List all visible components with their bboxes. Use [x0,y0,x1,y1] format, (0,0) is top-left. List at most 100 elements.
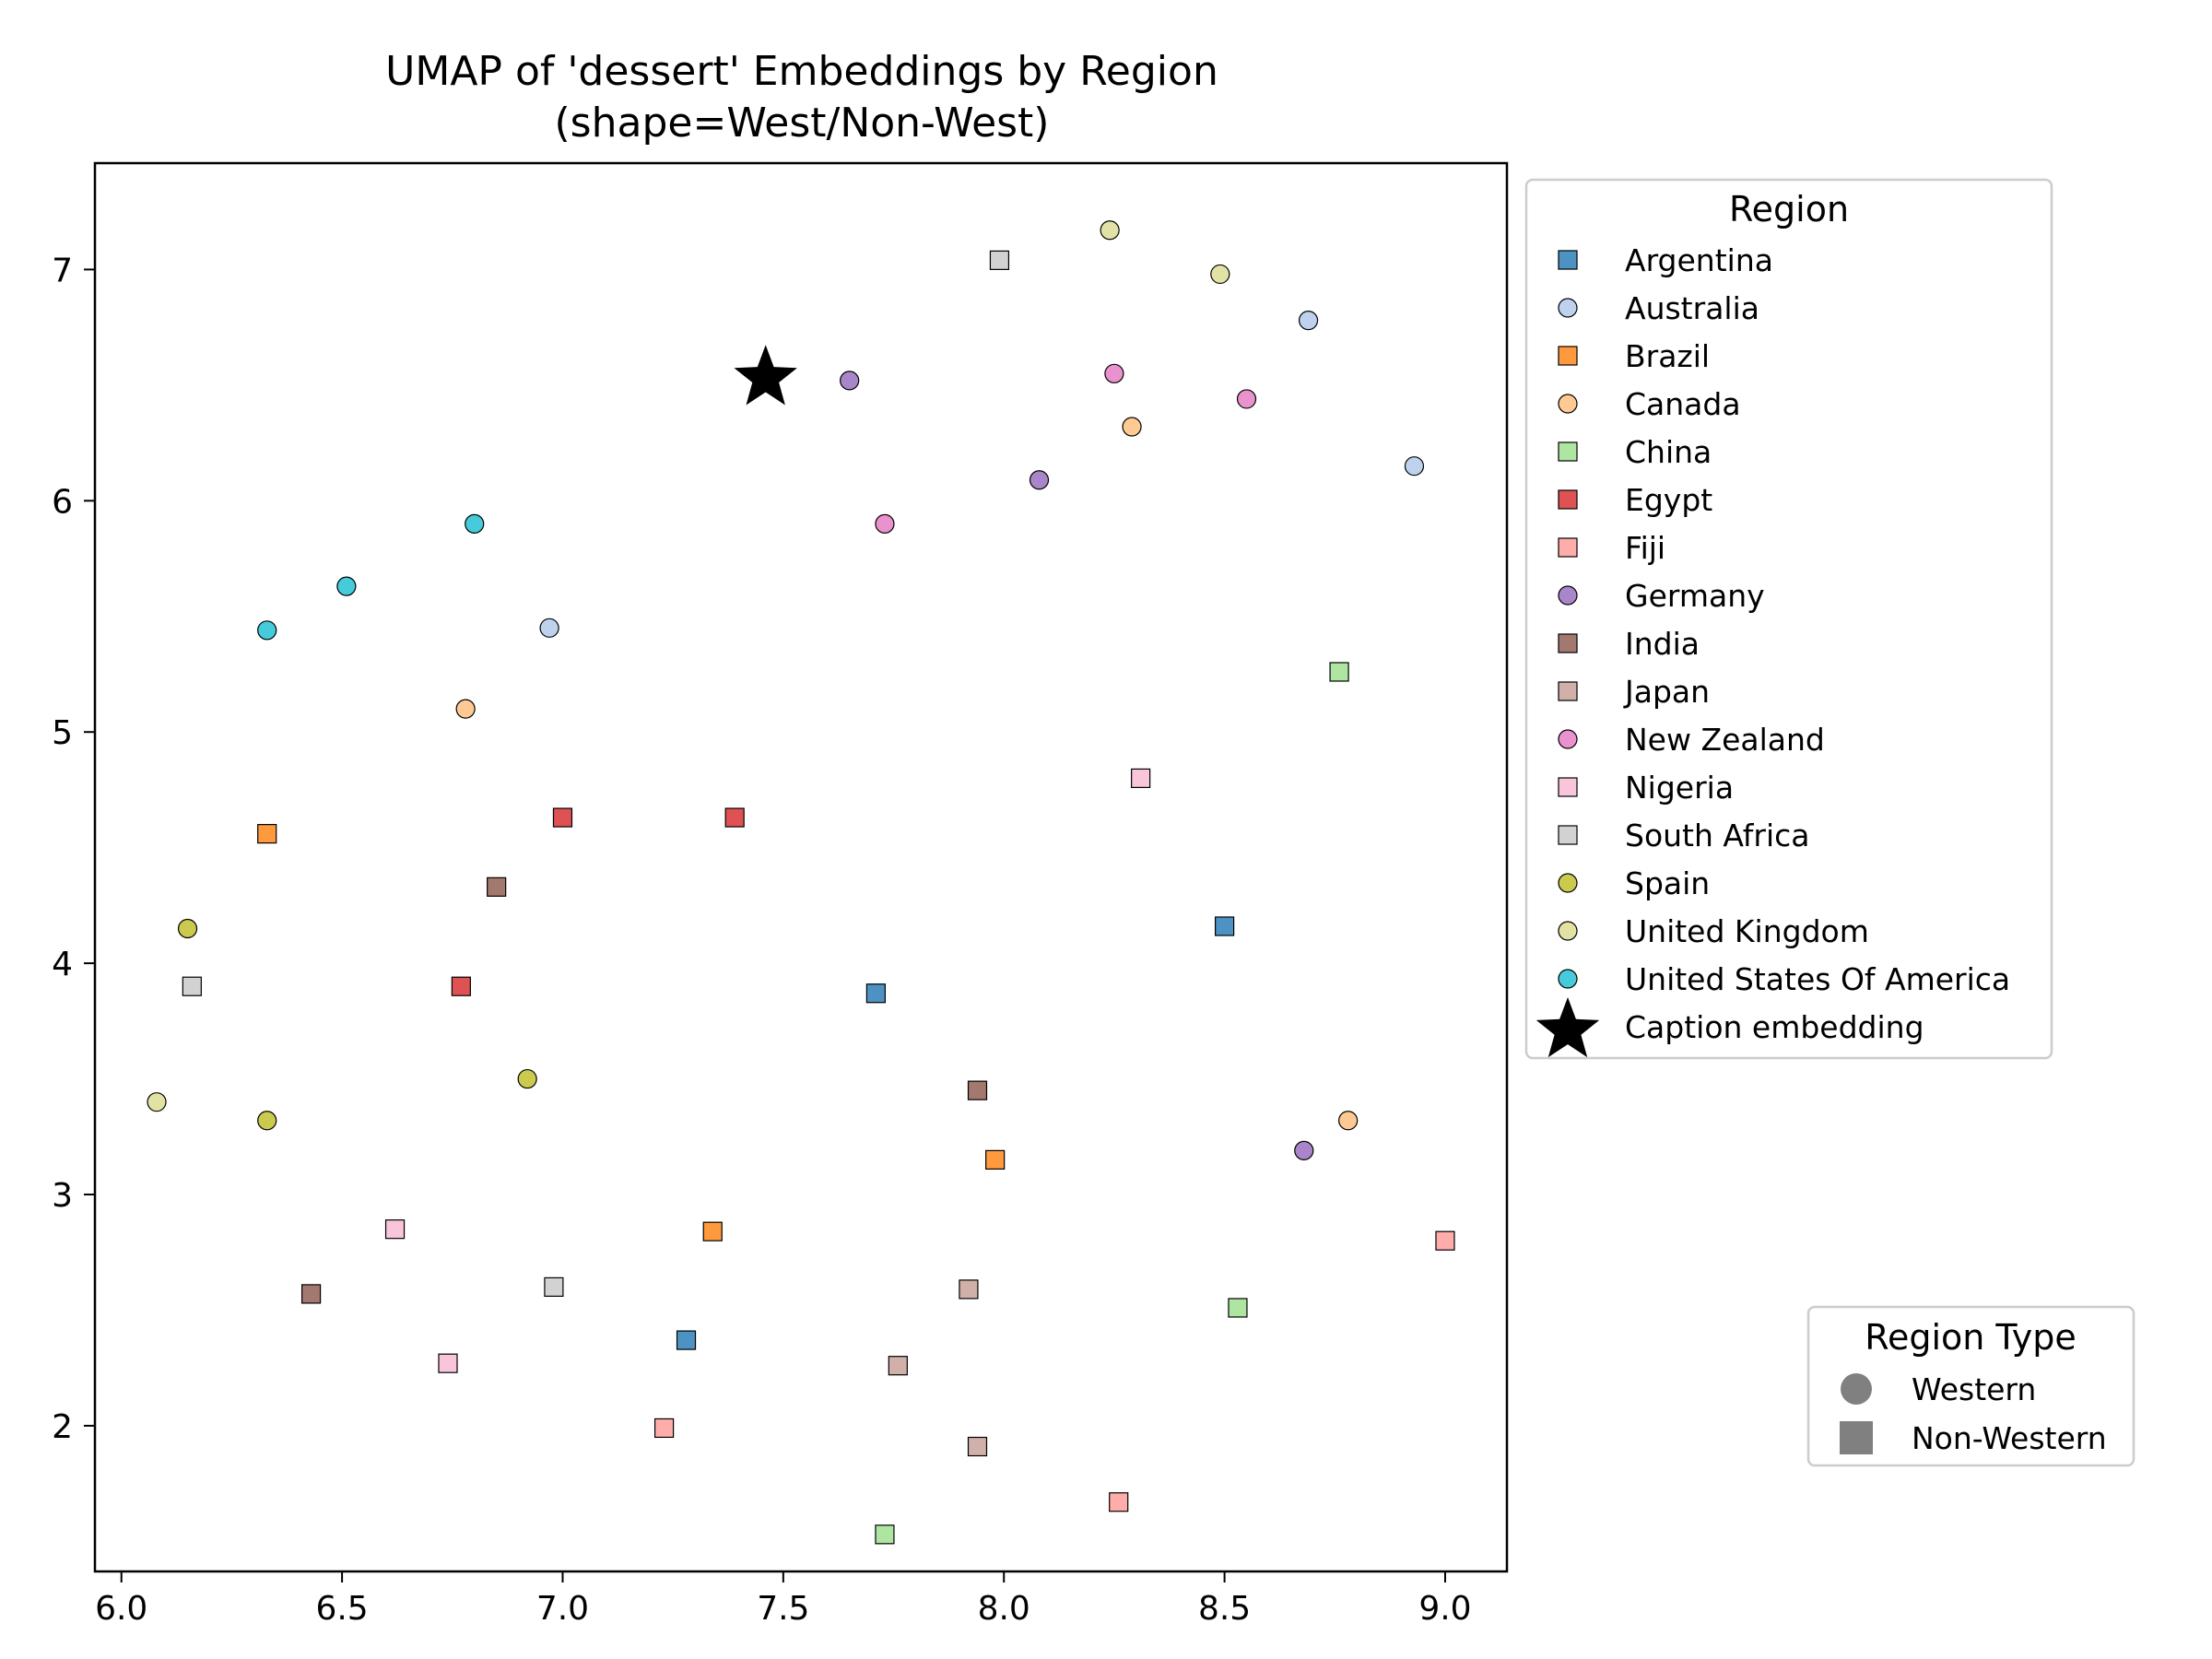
x-tick-label: 7.0 [536,1590,589,1628]
legend-marker-new-zealand [1558,729,1578,749]
point-canada [455,699,476,719]
legend-label-caption-embedding: Caption embedding [1625,1009,1924,1045]
legend-marker-united-states-of-america [1558,969,1578,989]
x-axis: 6.0 6.5 7.0 7.5 8.0 8.5 9.0 [95,1571,1472,1628]
point-japan [888,1356,908,1376]
legend-marker-argentina [1558,250,1578,270]
legend-marker-india [1558,633,1578,653]
legend-label-australia: Australia [1625,290,1759,326]
point-japan [967,1436,988,1457]
legend-label-nigeria: Nigeria [1625,770,1734,806]
point-germany [1294,1140,1314,1160]
legend-marker-nigeria [1558,777,1578,797]
point-new-zealand [1236,389,1257,409]
legend-marker-germany [1558,585,1578,606]
point-fiji [1435,1230,1455,1251]
region-legend-box [1524,178,2053,1060]
x-tick-label: 7.5 [757,1590,809,1628]
point-canada [1122,417,1142,437]
western-marker [1841,1373,1872,1405]
legend-label-germany: Germany [1625,578,1765,614]
region-type-legend-title: Region Type [1865,1317,2076,1358]
non-western-label: Non-Western [1912,1420,2107,1456]
point-united-states-of-america [257,620,277,641]
point-australia [1404,456,1425,477]
x-tick-label: 8.5 [1198,1590,1251,1628]
point-spain [517,1068,537,1089]
region-type-legend: Region Type Western Non-Western [1806,1305,2136,1467]
point-argentina [676,1330,697,1350]
legend-label-brazil: Brazil [1625,338,1710,374]
point-south-africa [544,1277,564,1297]
legend-label-canada: Canada [1625,386,1741,422]
legend-marker-south-africa [1558,825,1578,845]
point-india [967,1080,988,1100]
point-argentina [1214,916,1235,936]
point-argentina [865,983,886,1004]
legend-marker-spain [1558,873,1578,893]
plot-frame [93,161,1509,1573]
point-brazil [985,1149,1006,1170]
x-tick-label: 8.0 [978,1590,1030,1628]
x-tick-label: 6.0 [95,1590,147,1628]
point-germany [840,371,860,391]
point-brazil [702,1221,723,1241]
legend-label-fiji: Fiji [1625,530,1665,566]
point-brazil [257,824,277,844]
y-tick-label: 7 [52,252,73,289]
point-australia [1298,311,1319,331]
point-fiji [653,1418,675,1439]
legend-marker-brazil [1558,346,1578,366]
point-egypt [724,807,745,828]
legend-label-united-kingdom: United Kingdom [1625,913,1869,949]
point-japan [959,1279,979,1300]
point-india [487,877,507,897]
legend-marker-united-kingdom [1558,921,1578,941]
legend-label-argentina: Argentina [1625,242,1773,278]
legend-marker-japan [1558,681,1578,701]
chart-subtitle: (shape=West/Non-West) [555,100,1050,147]
region-legend-entries: Argentina Australia Brazil Canada China Egypt… [1535,242,2010,1058]
point-spain [177,918,198,939]
legend-marker-australia [1558,298,1578,318]
point-germany [1029,470,1050,490]
western-label: Western [1912,1371,2036,1407]
legend-label-south-africa: South Africa [1625,818,1810,853]
x-tick-label: 6.5 [315,1590,368,1628]
point-united-states-of-america [336,576,357,596]
point-south-africa [182,976,202,996]
x-tick-label: 9.0 [1418,1590,1471,1628]
point-china [875,1524,895,1545]
legend-marker-fiji [1558,537,1578,558]
legend-label-india: India [1625,626,1700,662]
point-spain [257,1111,277,1131]
y-tick-label: 3 [52,1177,73,1215]
y-tick-label: 4 [52,946,73,983]
legend-label-japan: Japan [1623,674,1710,710]
region-legend: Region Argentina Australia Brazil Canada Chi… [1524,178,2053,1060]
y-axis: 2 3 4 5 6 7 [52,252,95,1446]
point-new-zealand [875,513,895,535]
legend-label-new-zealand: New Zealand [1625,722,1825,758]
point-australia [539,618,559,638]
point-china [1228,1298,1248,1318]
legend-marker-egypt [1558,489,1578,510]
point-united-kingdom [1100,220,1120,241]
legend-label-spain: Spain [1625,865,1710,901]
point-egypt [552,807,573,828]
region-legend-title: Region [1729,189,1849,229]
point-nigeria [384,1219,406,1240]
point-united-states-of-america [465,513,485,535]
scatter-points [147,220,1455,1545]
chart-title: UMAP of 'dessert' Embeddings by Region [385,48,1218,95]
point-caption-embedding [734,345,797,406]
point-fiji [1109,1492,1129,1512]
point-united-kingdom [1210,264,1230,285]
point-canada [1338,1111,1359,1131]
point-nigeria [438,1353,458,1373]
point-new-zealand [1104,363,1124,383]
point-china [1329,662,1349,682]
legend-label-china: China [1625,434,1712,470]
point-egypt [451,976,471,996]
